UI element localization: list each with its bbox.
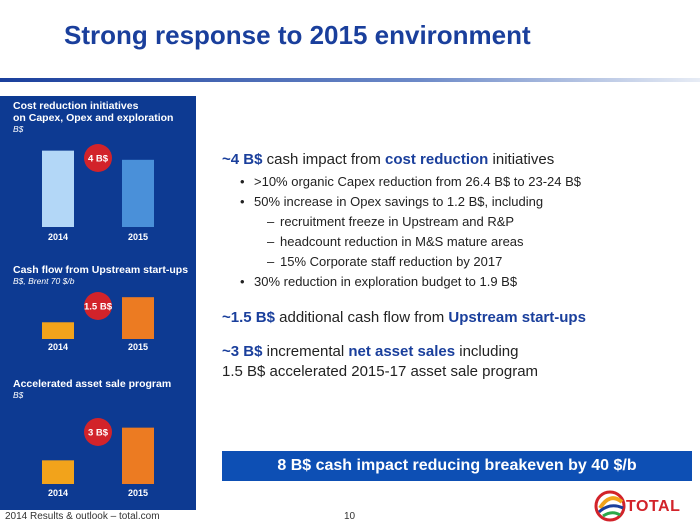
panel-title: Cash flow from Upstream start-ups — [13, 264, 189, 276]
bullet-item: 50% increase in Opex savings to 1.2 B$, … — [222, 192, 692, 212]
x-tick-label: 2015 — [128, 232, 148, 242]
headline-value: ~1.5 B$ — [222, 309, 275, 326]
headline-text: cash impact from — [262, 151, 385, 168]
headline-text: including — [455, 343, 519, 360]
value-badge — [84, 418, 112, 446]
value-badge — [84, 292, 112, 320]
slide-header: Strong response to 2015 environment — [0, 0, 700, 82]
bar-2014 — [42, 150, 74, 227]
x-tick-label: 2014 — [48, 488, 68, 498]
bullet-item: >10% organic Capex reduction from 26.4 B… — [222, 172, 692, 192]
headline-asset-sales: ~3 B$ incremental net asset sales includ… — [222, 342, 692, 362]
sub-bullet-item: 15% Corporate staff reduction by 2017 — [222, 252, 692, 272]
bullet-item: 30% reduction in exploration budget to 1… — [222, 272, 692, 292]
logo-wordmark: TOTAL — [626, 498, 681, 515]
headline-value: ~4 B$ — [222, 151, 263, 168]
page-title: Strong response to 2015 environment — [64, 20, 531, 50]
value-badge — [84, 144, 112, 172]
bar-2015 — [122, 159, 154, 227]
headline-accent: net asset sales — [348, 343, 456, 360]
chart-cost-reduction: 2014 2015 4 B$ — [42, 144, 154, 242]
header-divider — [0, 78, 700, 82]
value-badge-label: 3 B$ — [88, 428, 109, 439]
panel-cost-reduction: Cost reduction initiatives on Capex, Ope… — [0, 96, 196, 256]
x-tick-label: 2014 — [48, 342, 68, 352]
main-content: ~4 B$ cash impact from cost reduction in… — [222, 150, 692, 382]
panel-unit: B$, Brent 70 $/b — [13, 276, 75, 286]
headline-asset-sales-line2: 1.5 B$ accelerated 2015-17 asset sale pr… — [222, 363, 539, 380]
x-tick-label: 2014 — [48, 232, 68, 242]
bar-2014 — [42, 322, 74, 339]
headline-cost-reduction: ~4 B$ cash impact from cost reduction in… — [222, 150, 692, 170]
value-badge-label: 1.5 B$ — [84, 302, 113, 313]
chart-upstream-startups: 2014 2015 1.5 B$ — [42, 292, 154, 352]
headline-accent: cost reduction — [385, 151, 489, 168]
headline-text: incremental — [262, 343, 349, 360]
x-tick-label: 2015 — [128, 342, 148, 352]
headline-value: ~3 B$ — [222, 343, 263, 360]
panel-unit: B$ — [13, 390, 24, 400]
panel-title: on Capex, Opex and exploration — [13, 112, 174, 124]
sub-bullet-item: recruitment freeze in Upstream and R&P — [222, 212, 692, 232]
headline-upstream: ~1.5 B$ additional cash flow from Upstre… — [222, 308, 692, 328]
headline-text: additional cash flow from — [274, 309, 449, 326]
total-logo-icon — [594, 490, 626, 522]
headline-accent: Upstream start-ups — [448, 309, 586, 326]
value-badge-label: 4 B$ — [88, 154, 109, 165]
panel-title: Accelerated asset sale program — [13, 378, 172, 390]
x-tick-label: 2015 — [128, 488, 148, 498]
bar-2015 — [122, 427, 154, 484]
summary-banner: 8 B$ cash impact reducing breakeven by 4… — [222, 451, 692, 481]
panel-title: Cost reduction initiatives — [13, 100, 139, 112]
total-logo: TOTAL — [594, 488, 698, 524]
panel-unit: B$ — [13, 124, 24, 134]
panel-upstream-startups: Cash flow from Upstream start-ups B$, Br… — [0, 258, 196, 364]
headline-text: initiatives — [488, 151, 555, 168]
page-number: 10 — [344, 511, 356, 522]
left-sidebar: Cost reduction initiatives on Capex, Ope… — [0, 96, 196, 510]
bar-2014 — [42, 460, 74, 484]
panel-asset-sales: Accelerated asset sale program B$ 2014 20… — [0, 372, 196, 510]
bar-2015 — [122, 297, 154, 339]
chart-asset-sales: 2014 2015 3 B$ — [42, 418, 154, 498]
footer-text: 2014 Results & outlook – total.com — [5, 511, 160, 522]
sub-bullet-item: headcount reduction in M&S mature areas — [222, 232, 692, 252]
